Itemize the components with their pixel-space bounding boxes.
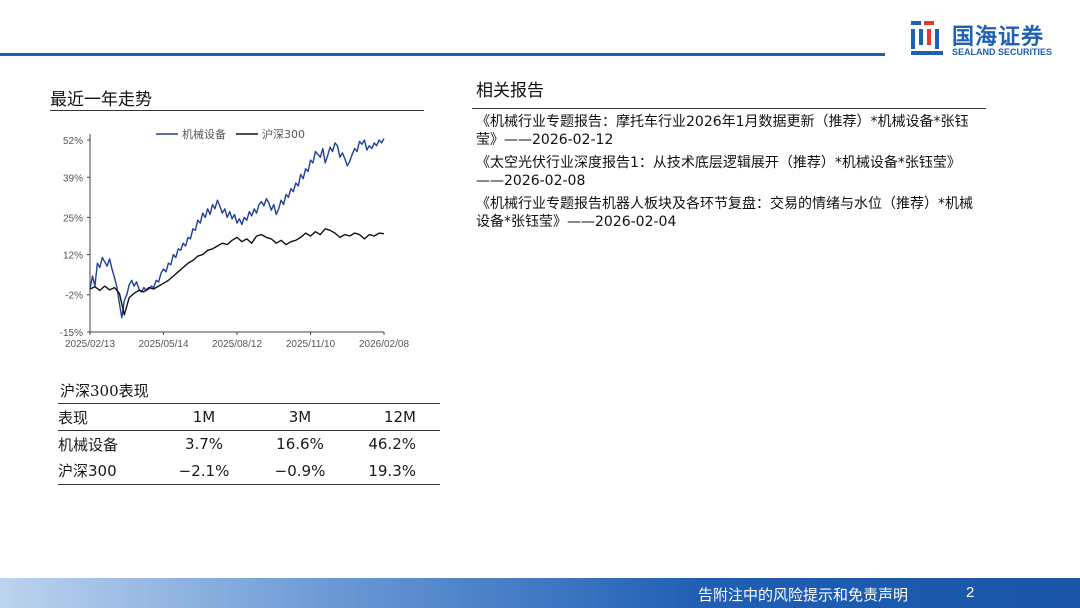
table-cell: 机械设备 <box>58 435 119 454</box>
table-cell: −2.1% <box>158 457 250 485</box>
footer-bar: 告附注中的风险提示和免责声明 2 <box>0 578 1080 608</box>
x-tick-label: 2025/08/12 <box>212 339 262 350</box>
series-line <box>89 138 385 319</box>
performance-header: 3M <box>250 403 350 431</box>
y-tick-label: 25% <box>63 213 83 224</box>
reports-list: 《机械行业专题报告：摩托车行业2026年1月数据更新（推荐）*机械设备*张钰莹》… <box>476 113 976 236</box>
trend-chart: 52% 39% 25% 12% -2% -15% 2025/02/13 2025/05/14 2… <box>50 122 430 360</box>
report-item[interactable]: 《机械行业专题报告机器人板块及各环节复盘：交易的情绪与水位（推荐）*机械设备*张… <box>476 196 973 230</box>
y-tick-label: 39% <box>63 173 83 184</box>
trend-title-rule <box>50 110 424 111</box>
performance-table: 表现 1M 3M 12M 机械设备 3.7% 16.6% 46.2% 沪深300… <box>58 403 440 485</box>
trend-chart-svg: 52% 39% 25% 12% -2% -15%2025/02/13 2025/05/14 2… <box>60 127 410 350</box>
reports-title: 相关报告 <box>476 81 544 101</box>
y-tick-label: -2% <box>65 291 83 302</box>
performance-header: 12M <box>350 403 440 431</box>
table-cell: −0.9% <box>250 457 350 485</box>
logo-name: 国海证券 <box>952 25 1045 50</box>
performance-header: 1M <box>158 403 250 431</box>
performance-title: 沪深300表现 <box>60 382 149 400</box>
reports-title-rule <box>472 108 986 109</box>
page-number: 2 <box>966 584 975 601</box>
x-tick-label: 2025/11/10 <box>286 339 336 350</box>
legend-label: 机械设备 <box>182 127 226 141</box>
company-logo: 国海证券 SEALAND SECURITIES <box>908 18 1068 62</box>
table-cell: 19.3% <box>350 457 440 485</box>
table-cell: 16.6% <box>276 435 324 454</box>
report-item[interactable]: 《机械行业专题报告：摩托车行业2026年1月数据更新（推荐）*机械设备*张钰莹》… <box>476 114 969 148</box>
x-tick-label: 2025/02/13 <box>65 339 115 350</box>
table-row: 机械设备 3.7% 16.6% 46.2% <box>58 431 440 458</box>
performance-header-row: 表现 1M 3M 12M <box>58 403 440 431</box>
y-tick-label: 52% <box>63 136 83 147</box>
table-cell: 沪深300 <box>58 457 158 485</box>
logo-name-en: SEALAND SECURITIES <box>952 47 1053 57</box>
legend-label: 沪深300 <box>262 127 305 141</box>
report-item[interactable]: 《太空光伏行业深度报告1：从技术底层逻辑展开（推荐）*机械设备*张钰莹》——20… <box>476 155 961 189</box>
series-line <box>89 228 385 316</box>
x-tick-label: 2025/05/14 <box>138 339 188 350</box>
y-tick-label: -15% <box>60 328 83 339</box>
table-cell: 3.7% <box>184 435 224 454</box>
sealand-logo-icon <box>911 21 943 55</box>
y-tick-label: 12% <box>63 251 83 262</box>
table-cell: 46.2% <box>368 435 416 454</box>
header-rule <box>0 53 885 56</box>
x-tick-label: 2026/02/08 <box>359 339 409 350</box>
table-row: 沪深300 −2.1% −0.9% 19.3% <box>58 457 440 485</box>
trend-title: 最近一年走势 <box>50 90 152 110</box>
footer-disclaimer: 告附注中的风险提示和免责声明 <box>698 586 909 604</box>
performance-header: 表现 <box>58 403 158 431</box>
